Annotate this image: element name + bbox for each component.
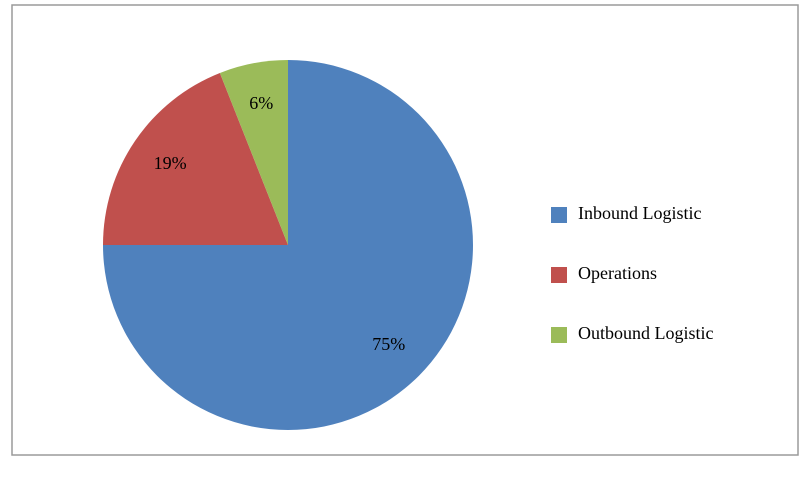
legend-label: Operations [578, 263, 657, 283]
data-label: 75% [372, 334, 405, 354]
legend-swatch [551, 327, 567, 343]
pie-slice [219, 60, 288, 245]
data-label: 19% [154, 153, 187, 173]
data-label: 6% [249, 93, 273, 113]
legend-label: Inbound Logistic [578, 203, 702, 223]
legend-label: Outbound Logistic [578, 323, 714, 343]
legend-swatch [551, 207, 567, 223]
legend-swatch [551, 267, 567, 283]
pie-slice [103, 72, 288, 245]
